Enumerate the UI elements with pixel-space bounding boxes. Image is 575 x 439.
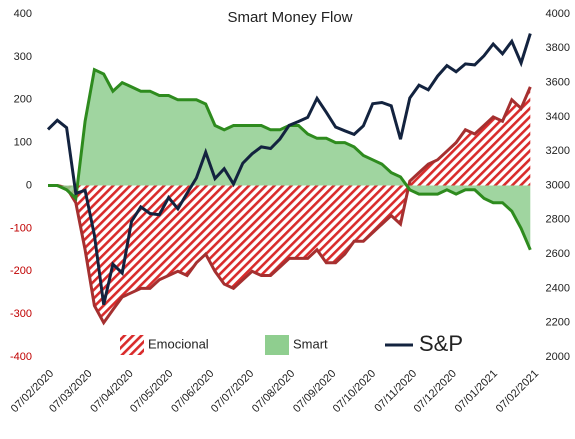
y2-tick-label: 3000 — [546, 179, 570, 191]
y-tick-label: 400 — [14, 8, 32, 20]
x-tick-label: 07/02/2021 — [494, 368, 541, 415]
y-tick-label: 100 — [14, 137, 32, 149]
y2-tick-label: 2800 — [546, 214, 570, 226]
x-tick-label: 07/05/2020 — [128, 368, 175, 415]
area — [48, 86, 531, 323]
chart-title: Smart Money Flow — [227, 9, 352, 26]
legend-label: S&P — [419, 331, 463, 356]
y2-tick-label: 3800 — [546, 42, 570, 54]
x-tick-label: 07/01/2021 — [453, 368, 500, 415]
y2-tick-label: 3600 — [546, 77, 570, 89]
x-tick-label: 07/10/2020 — [331, 368, 378, 415]
y-tick-label: -200 — [10, 265, 32, 277]
y2-tick-label: 3400 — [546, 111, 570, 123]
y2-tick-label: 3200 — [546, 145, 570, 157]
y2-tick-label: 2000 — [546, 351, 570, 363]
legend-label: Emocional — [148, 336, 209, 351]
area-edge — [48, 86, 532, 326]
legend-label: Smart — [293, 336, 328, 351]
area — [48, 69, 531, 250]
y-tick-label: 0 — [26, 179, 32, 191]
legend-swatch — [265, 335, 289, 355]
line — [46, 33, 532, 306]
y-tick-label: -300 — [10, 308, 32, 320]
y2-tick-label: 4000 — [546, 8, 570, 20]
y-tick-label: 300 — [14, 51, 32, 63]
x-tick-label: 07/12/2020 — [412, 368, 459, 415]
x-tick-label: 07/07/2020 — [209, 368, 256, 415]
y-tick-label: 200 — [14, 94, 32, 106]
y2-tick-label: 2600 — [546, 248, 570, 260]
legend-swatch — [120, 335, 144, 355]
y2-tick-label: 2400 — [546, 282, 570, 294]
x-tick-label: 07/08/2020 — [250, 368, 297, 415]
y-tick-label: -100 — [10, 222, 32, 234]
y2-tick-label: 2200 — [546, 317, 570, 329]
y-tick-label: -400 — [10, 351, 32, 363]
